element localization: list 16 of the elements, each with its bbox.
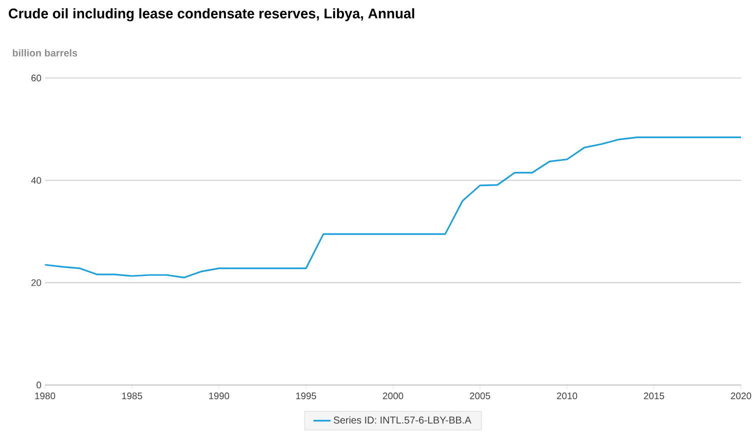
chart-title: Crude oil including lease condensate reserves, Libya, Annual bbox=[8, 8, 414, 22]
y-tick-label: 60 bbox=[31, 74, 42, 82]
x-tick-label: 1985 bbox=[122, 392, 142, 400]
x-tick-label: 2015 bbox=[644, 392, 664, 400]
x-tick-label: 2010 bbox=[556, 392, 578, 400]
x-tick-label: 1980 bbox=[35, 392, 56, 400]
x-tick-label: 2005 bbox=[470, 392, 490, 400]
x-tick-label: 1995 bbox=[296, 392, 316, 400]
y-tick-label: 40 bbox=[31, 176, 42, 184]
y-tick-label: 0 bbox=[36, 382, 42, 388]
legend-label: Series ID: INTL.57-6-LBY-BB.A bbox=[334, 416, 472, 424]
x-tick-label: 2000 bbox=[382, 392, 404, 400]
y-axis-title: billion barrels bbox=[12, 49, 78, 57]
x-tick-label: 1990 bbox=[209, 392, 230, 400]
y-tick-label: 20 bbox=[31, 279, 42, 286]
x-tick-label: 2020 bbox=[730, 392, 752, 400]
